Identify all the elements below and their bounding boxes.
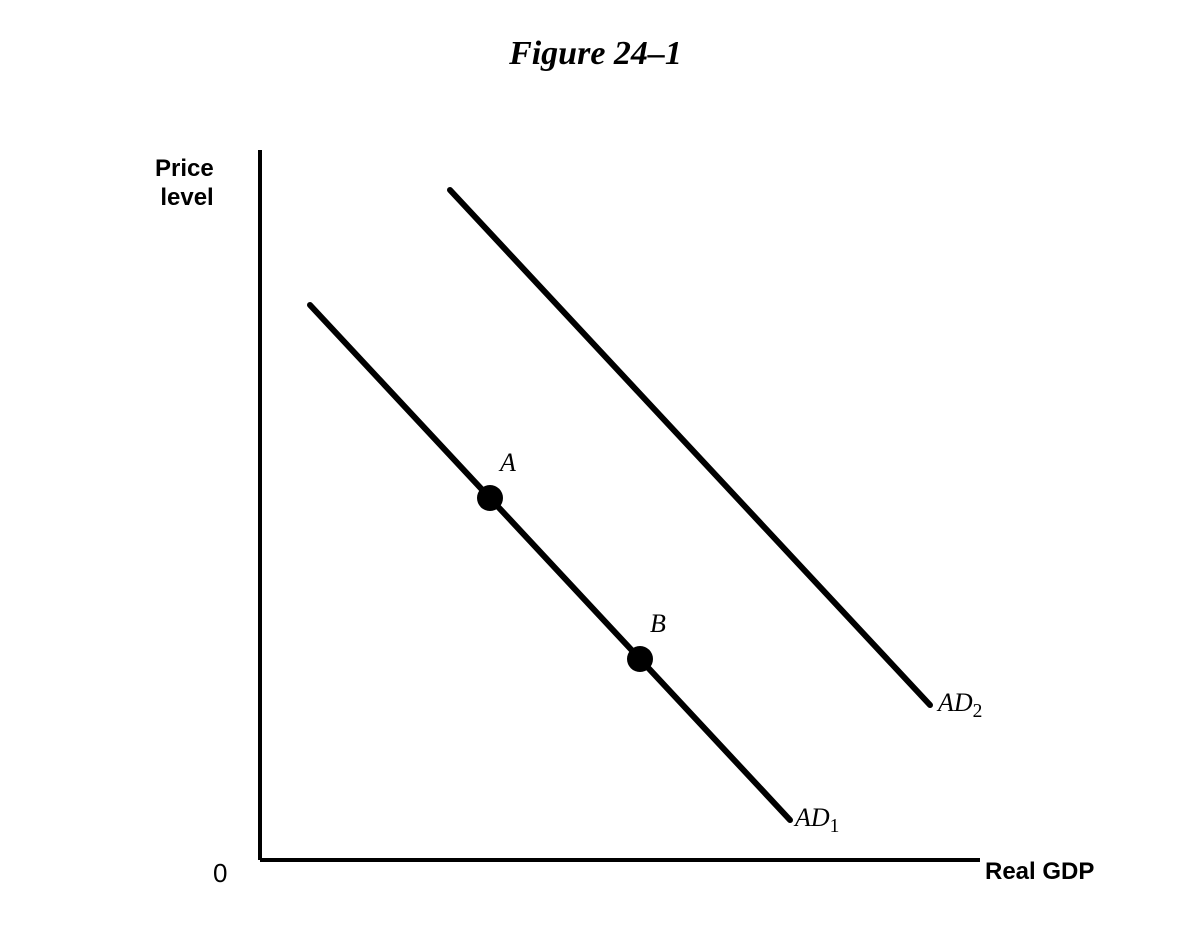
chart-svg bbox=[0, 0, 1191, 941]
point-a bbox=[477, 485, 503, 511]
point-a-label: A bbox=[500, 448, 516, 478]
origin-label: 0 bbox=[213, 858, 227, 889]
curve-ad1-label: AD1 bbox=[795, 803, 839, 838]
curve-ad2-label: AD2 bbox=[938, 688, 982, 723]
point-b bbox=[627, 646, 653, 672]
x-axis-label: Real GDP bbox=[985, 858, 1094, 886]
curve-ad2 bbox=[450, 190, 930, 705]
y-axis-label: Pricelevel bbox=[155, 155, 214, 213]
point-b-label: B bbox=[650, 609, 666, 639]
curve-ad1 bbox=[310, 305, 790, 820]
